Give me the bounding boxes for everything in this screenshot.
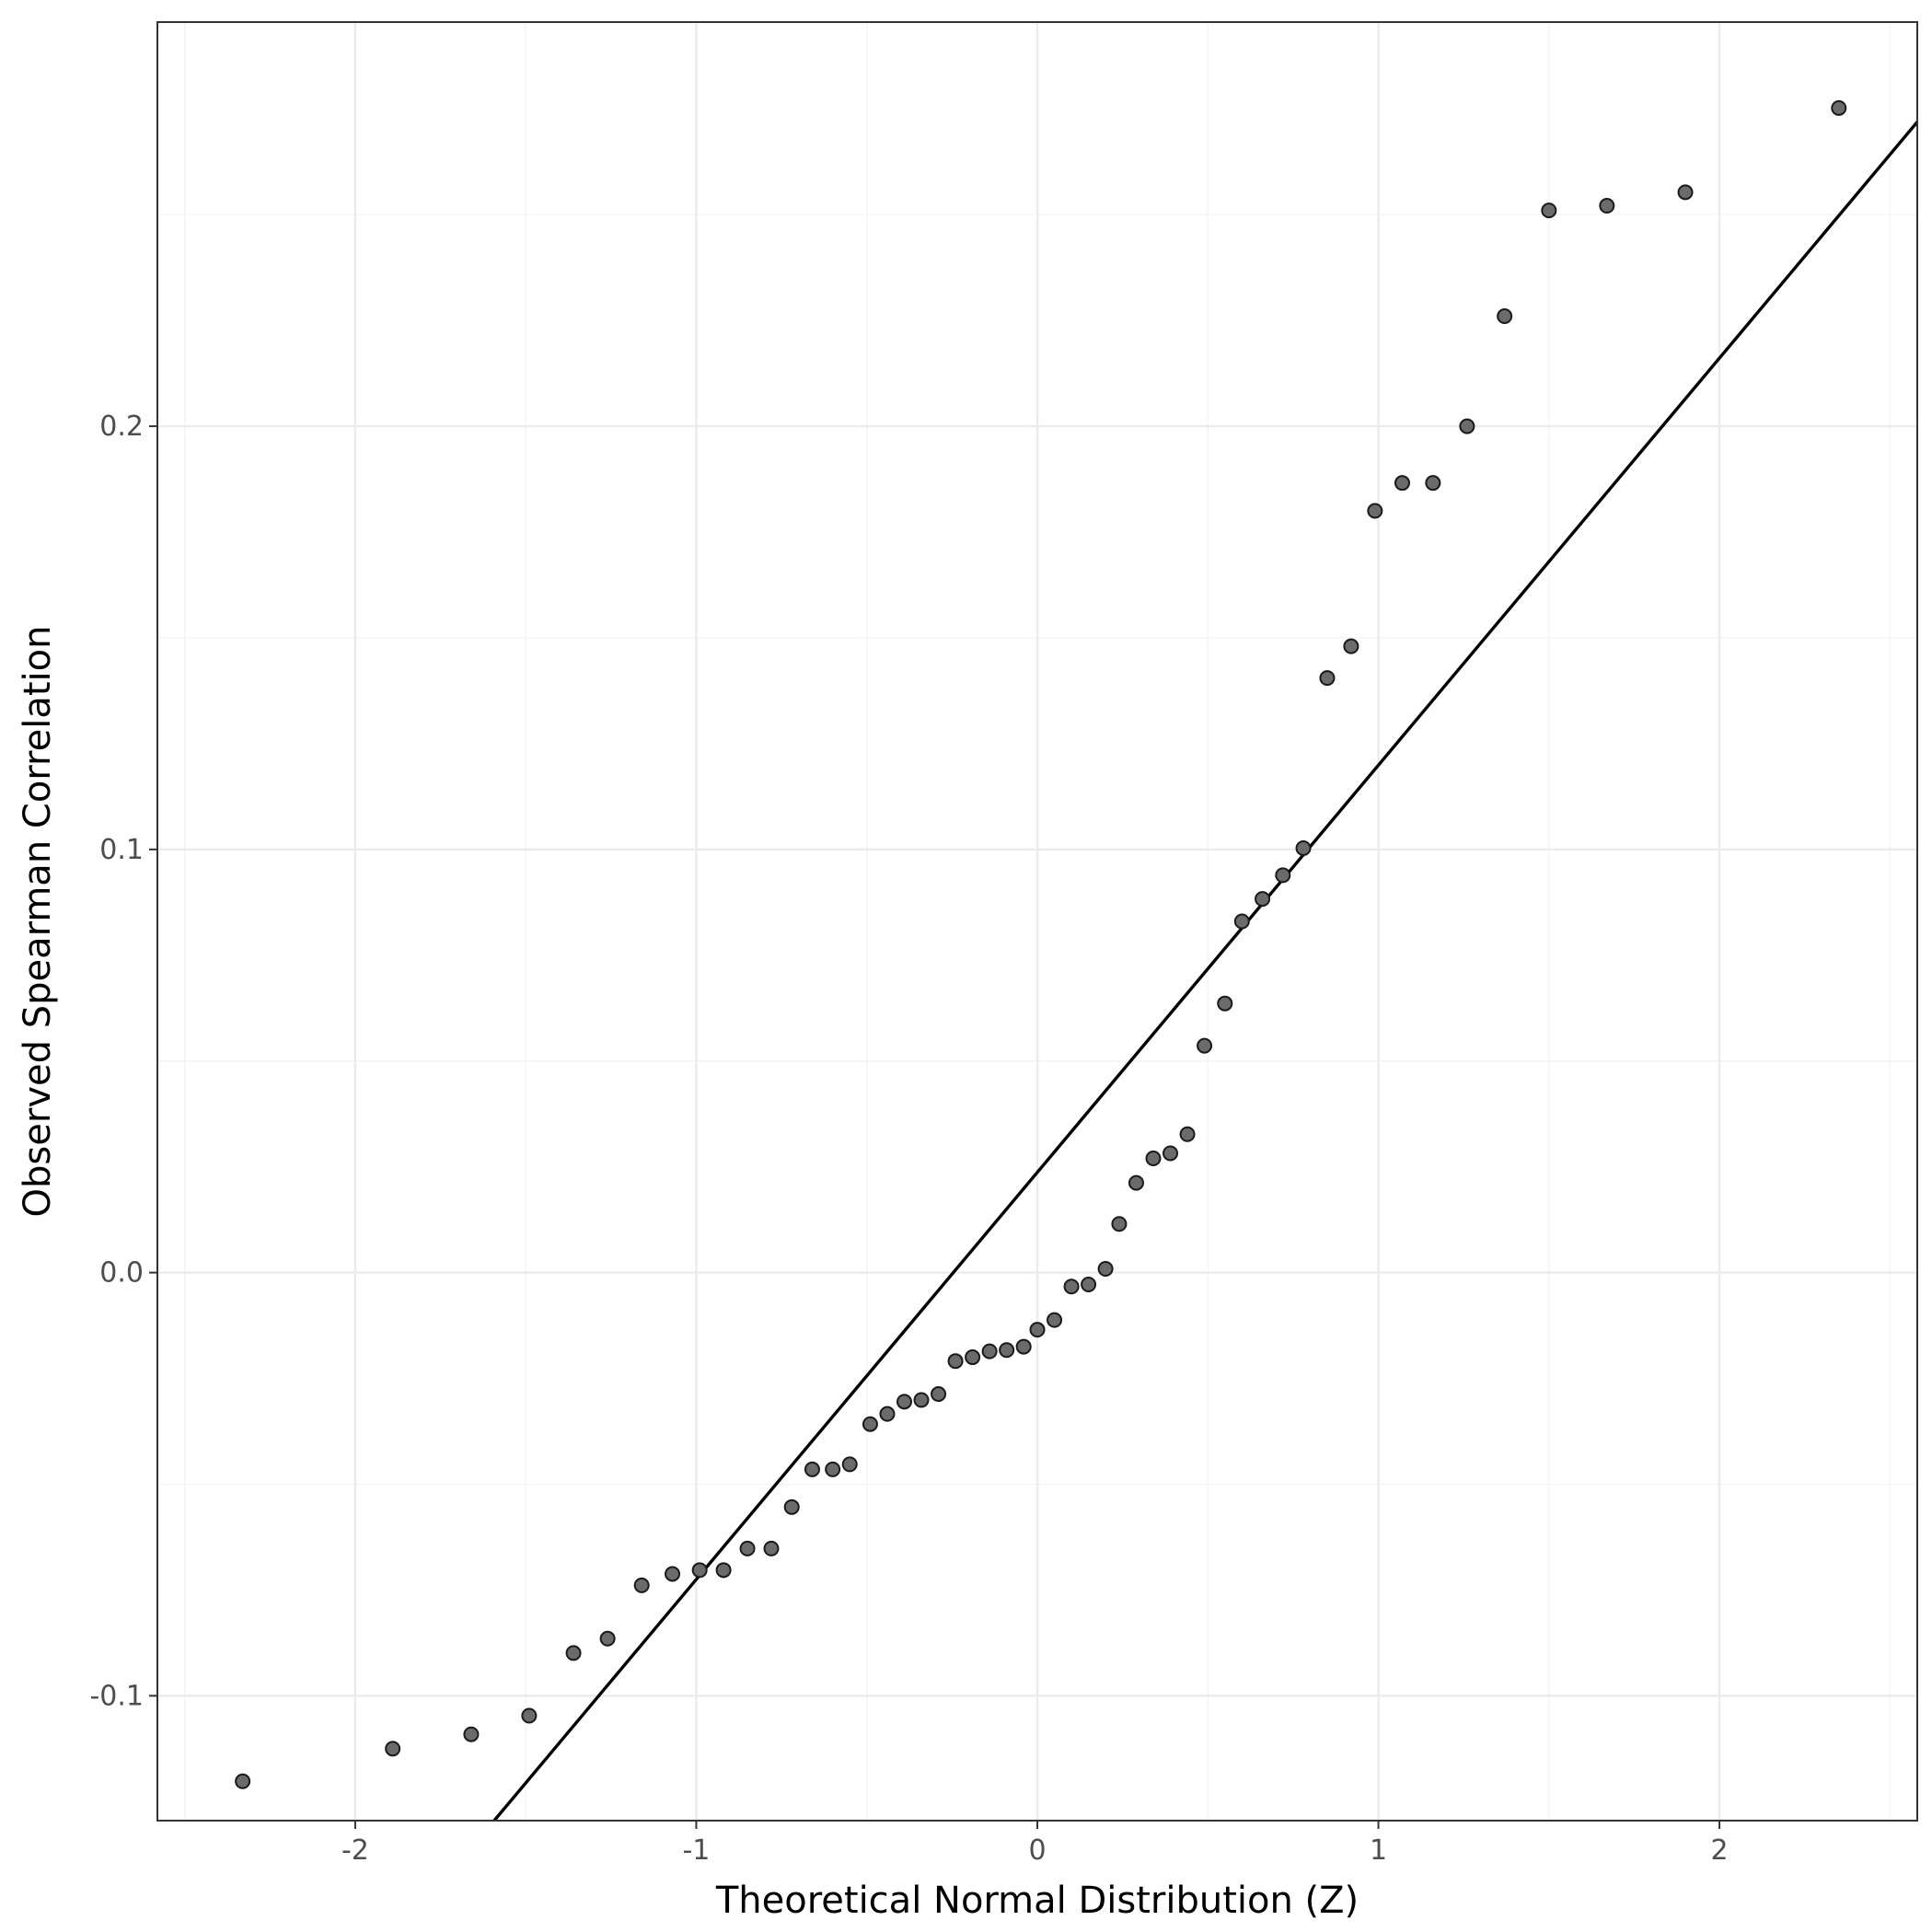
data-point (1343, 638, 1359, 654)
data-point (763, 1540, 780, 1556)
y-tick-label: -0.1 (89, 1680, 144, 1712)
data-point (1179, 1126, 1196, 1142)
data-point (1047, 1312, 1063, 1328)
x-tick-label: 1 (1370, 1834, 1387, 1867)
y-tick-label: 0.1 (99, 834, 144, 866)
data-point (1163, 1145, 1179, 1162)
x-axis-title: Theoretical Normal Distribution (Z) (715, 1880, 1359, 1922)
data-point (931, 1386, 947, 1403)
data-point (1497, 308, 1513, 325)
y-tick-label: 0.0 (99, 1257, 144, 1290)
data-point (862, 1416, 878, 1432)
data-point (1319, 670, 1336, 687)
data-point (1081, 1276, 1097, 1292)
major-gridlines (157, 22, 1917, 1821)
data-point (981, 1343, 998, 1359)
data-point (1394, 475, 1410, 492)
data-point (1295, 839, 1312, 856)
data-point (1015, 1338, 1032, 1355)
data-point (1677, 184, 1694, 201)
data-point (1255, 891, 1271, 908)
data-point (1599, 198, 1615, 214)
data-point (565, 1645, 582, 1661)
y-axis-title: Observed Spearman Correlation (17, 626, 59, 1218)
data-point (599, 1630, 616, 1647)
data-point (665, 1566, 681, 1582)
x-tick-label: -2 (341, 1834, 369, 1867)
data-point (235, 1773, 251, 1789)
reference-line-group (492, 121, 1919, 1822)
data-point (783, 1498, 800, 1515)
data-point (633, 1577, 650, 1593)
data-point (1111, 1216, 1128, 1232)
data-point (385, 1741, 401, 1757)
data-point (1367, 503, 1383, 519)
x-tick-label: 2 (1711, 1834, 1729, 1867)
data-point (1217, 995, 1233, 1012)
data-point (913, 1392, 930, 1408)
data-point (896, 1394, 912, 1410)
y-axis-ticks: -0.1 0.0 0.1 0.2 (89, 411, 157, 1712)
data-point (965, 1349, 981, 1366)
data-point (739, 1540, 756, 1556)
data-point (1197, 1037, 1213, 1054)
data-point (1425, 475, 1441, 492)
data-point (463, 1726, 480, 1742)
x-tick-label: 0 (1028, 1834, 1046, 1867)
data-point (1459, 418, 1475, 434)
data-point (1831, 99, 1847, 116)
data-point (521, 1707, 538, 1724)
y-tick-label: 0.2 (99, 411, 144, 443)
data-point (825, 1461, 841, 1477)
data-point (1063, 1278, 1080, 1295)
data-point (947, 1353, 964, 1370)
data-point (1097, 1260, 1114, 1277)
reference-line (492, 121, 1919, 1822)
data-point (691, 1562, 708, 1579)
data-point (879, 1406, 896, 1422)
data-point (1541, 202, 1557, 219)
data-point (1128, 1174, 1144, 1191)
data-point (1275, 867, 1291, 884)
data-point (841, 1456, 858, 1473)
data-point (804, 1461, 820, 1477)
data-point (1145, 1150, 1162, 1166)
data-point (1029, 1322, 1046, 1338)
data-point (999, 1342, 1015, 1359)
x-tick-label: -1 (682, 1834, 710, 1867)
x-axis-ticks: -2 -1 0 1 2 (341, 1821, 1729, 1867)
data-points (235, 99, 1847, 1789)
data-point (715, 1562, 732, 1579)
data-point (1233, 913, 1250, 930)
